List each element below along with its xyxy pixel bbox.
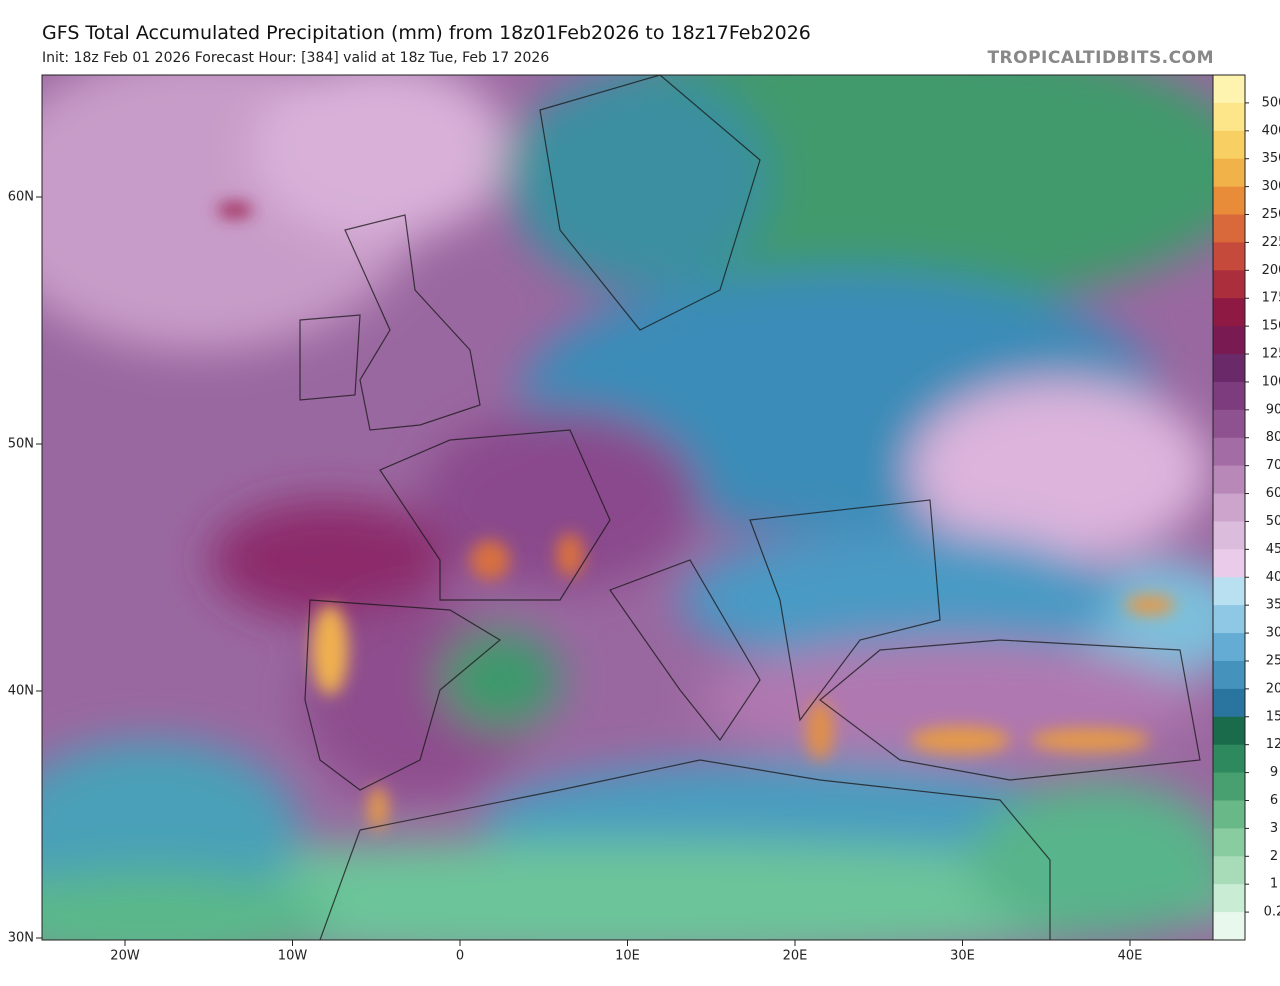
lat-label: 30N bbox=[8, 931, 34, 946]
colorbar-label: 400 bbox=[1262, 123, 1280, 138]
colorbar-label: 20 bbox=[1266, 681, 1280, 696]
colorbar-label: 6 bbox=[1270, 793, 1278, 808]
colorbar-swatch bbox=[1213, 772, 1245, 801]
map-subtitle: Init: 18z Feb 01 2026 Forecast Hour: [38… bbox=[42, 50, 550, 66]
colorbar-swatch bbox=[1213, 409, 1245, 439]
colorbar-frame bbox=[1212, 74, 1246, 941]
colorbar-label: 175 bbox=[1262, 291, 1280, 306]
lat-label: 50N bbox=[8, 437, 34, 452]
colorbar-swatch bbox=[1213, 521, 1245, 550]
colorbar-label: 15 bbox=[1266, 709, 1280, 724]
colorbar-label: 2 bbox=[1270, 849, 1278, 864]
colorbar-swatch bbox=[1213, 493, 1245, 522]
colorbar: 5004003503002502252001751501251009080706… bbox=[1212, 74, 1280, 941]
colorbar-label: 150 bbox=[1262, 319, 1280, 334]
map-title: GFS Total Accumulated Precipitation (mm)… bbox=[42, 22, 811, 44]
colorbar-label: 200 bbox=[1262, 263, 1280, 278]
lon-label: 10E bbox=[615, 949, 640, 964]
colorbar-label: 25 bbox=[1266, 653, 1280, 668]
lat-label: 40N bbox=[8, 684, 34, 699]
colorbar-swatch bbox=[1213, 633, 1245, 662]
lon-label: 40E bbox=[1118, 949, 1143, 964]
colorbar-label: 70 bbox=[1266, 458, 1280, 473]
colorbar-swatch bbox=[1213, 270, 1245, 299]
colorbar-swatch bbox=[1213, 828, 1245, 857]
colorbar-swatch bbox=[1213, 298, 1245, 327]
colorbar-label: 3 bbox=[1270, 821, 1278, 836]
colorbar-swatch bbox=[1213, 577, 1245, 606]
colorbar-swatch bbox=[1213, 326, 1245, 355]
colorbar-swatch bbox=[1213, 856, 1245, 885]
colorbar-label: 35 bbox=[1266, 598, 1280, 613]
colorbar-swatch bbox=[1213, 437, 1245, 467]
lon-label: 0 bbox=[456, 949, 464, 964]
colorbar-swatch bbox=[1213, 744, 1245, 774]
colorbar-label: 45 bbox=[1266, 542, 1280, 557]
colorbar-label: 300 bbox=[1262, 179, 1280, 194]
lat-label: 60N bbox=[8, 190, 34, 205]
colorbar-swatch bbox=[1213, 381, 1245, 411]
colorbar-label: 225 bbox=[1262, 235, 1280, 250]
colorbar-swatch bbox=[1213, 884, 1245, 913]
colorbar-label: 9 bbox=[1270, 765, 1278, 780]
precip-field bbox=[42, 75, 1213, 940]
axes: 60N 50N 40N 30N 20W 10W 0 10E 20E 30E 40E bbox=[8, 190, 1143, 964]
colorbar-swatch bbox=[1213, 800, 1245, 829]
colorbar-label: 500 bbox=[1262, 95, 1280, 110]
lon-label: 20W bbox=[110, 949, 140, 964]
colorbar-label: 80 bbox=[1266, 430, 1280, 445]
colorbar-label: 250 bbox=[1262, 207, 1280, 222]
colorbar-swatch bbox=[1213, 465, 1245, 495]
colorbar-swatch bbox=[1213, 549, 1245, 578]
colorbar-label: 350 bbox=[1262, 151, 1280, 166]
colorbar-label: 125 bbox=[1262, 347, 1280, 362]
colorbar-label: 90 bbox=[1266, 402, 1280, 417]
colorbar-swatch bbox=[1213, 688, 1245, 718]
colorbar-swatch bbox=[1213, 214, 1245, 243]
colorbar-swatch bbox=[1213, 158, 1245, 188]
colorbar-swatch bbox=[1213, 354, 1245, 383]
colorbar-swatch bbox=[1213, 242, 1245, 271]
colorbar-swatch bbox=[1213, 912, 1245, 941]
colorbar-label: 0.2 bbox=[1264, 905, 1280, 920]
colorbar-label: 100 bbox=[1262, 374, 1280, 389]
colorbar-swatch bbox=[1213, 102, 1245, 132]
colorbar-swatch bbox=[1213, 75, 1245, 104]
colorbar-swatch bbox=[1213, 130, 1245, 160]
colorbar-swatch bbox=[1213, 716, 1245, 746]
colorbar-label: 50 bbox=[1266, 514, 1280, 529]
colorbar-label: 1 bbox=[1270, 877, 1278, 892]
colorbar-label: 40 bbox=[1266, 570, 1280, 585]
colorbar-swatch bbox=[1213, 660, 1245, 690]
colorbar-label: 12 bbox=[1266, 737, 1280, 752]
lon-label: 10W bbox=[278, 949, 308, 964]
lon-label: 30E bbox=[950, 949, 975, 964]
brand: TROPICALTIDBITS.COM bbox=[987, 48, 1214, 68]
colorbar-label: 60 bbox=[1266, 486, 1280, 501]
colorbar-label: 30 bbox=[1266, 626, 1280, 641]
lon-label: 20E bbox=[783, 949, 808, 964]
colorbar-swatch bbox=[1213, 186, 1245, 216]
colorbar-swatch bbox=[1213, 605, 1245, 634]
